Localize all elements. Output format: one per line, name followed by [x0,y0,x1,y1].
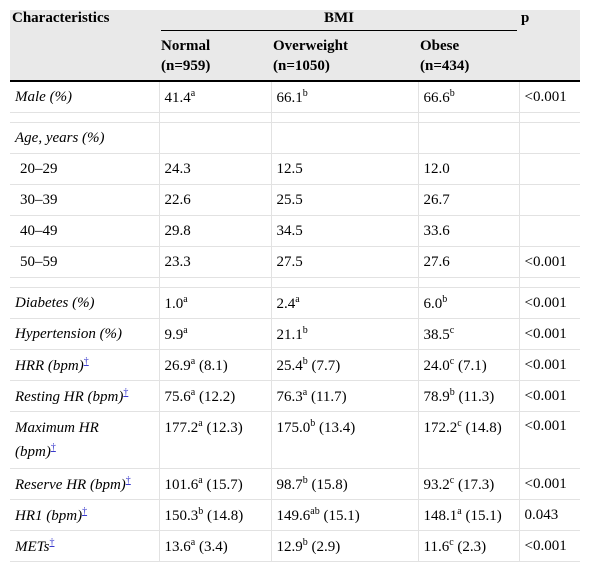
header-characteristics: Characteristics [10,10,159,32]
table-row: 20–29 24.3 12.5 12.0 [10,153,581,185]
table-row: HR1 (bpm)† 150.3b (14.8) 149.6ab (15.1) … [10,499,581,531]
dagger-footnote-link[interactable]: † [83,355,89,367]
table-row: METs† 13.6a (3.4) 12.9b (2.9) 11.6c (2.3… [10,530,581,562]
header-normal: Normal (n=959) [159,32,271,82]
table-row: HRR (bpm)† 26.9a (8.1) 25.4b (7.7) 24.0c… [10,349,581,381]
table-row: Diabetes (%) 1.0a 2.4a 6.0b <0.001 [10,287,581,319]
table-row: Resting HR (bpm)† 75.6a (12.2) 76.3a (11… [10,380,581,412]
dagger-footnote-link[interactable]: † [49,536,55,548]
table-row: Male (%) 41.4a 66.1b 66.6b <0.001 [10,80,581,113]
table-row: Hypertension (%) 9.9a 21.1b 38.5c <0.001 [10,318,581,350]
table-row: Reserve HR (bpm)† 101.6a (15.7) 98.7b (1… [10,468,581,500]
dagger-footnote-link[interactable]: † [125,474,131,486]
table-row: Age, years (%) [10,122,581,154]
header-p: p [519,10,581,32]
dagger-footnote-link[interactable]: † [50,442,56,453]
table-row: 30–39 22.6 25.5 26.7 [10,184,581,216]
header-obese: Obese (n=434) [418,32,520,82]
header-bmi: BMI [159,10,520,32]
table-row: Maximum HR (bpm)† 177.2a (12.3) 175.0b (1… [10,411,581,469]
header-overweight: Overweight (n=1050) [271,32,418,82]
characteristics-table: Characteristics BMI p Normal (n=959) Over… [10,10,581,562]
dagger-footnote-link[interactable]: † [82,505,88,517]
table-row: 40–49 29.8 34.5 33.6 [10,215,581,247]
table-row: 50–59 23.3 27.5 27.6 <0.001 [10,246,581,278]
dagger-footnote-link[interactable]: † [123,386,129,398]
